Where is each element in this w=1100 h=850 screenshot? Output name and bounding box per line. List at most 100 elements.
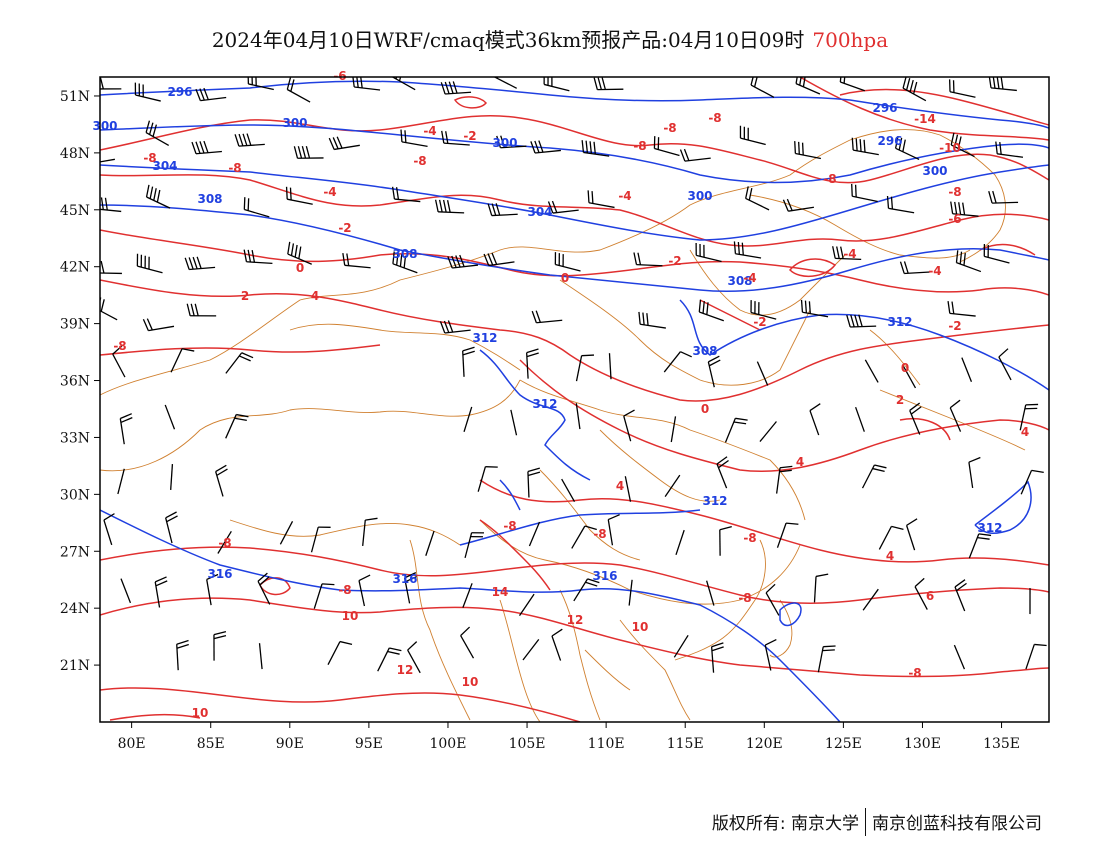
temperature-contour-label: -8 xyxy=(218,536,231,550)
wind-barb xyxy=(392,251,418,274)
temperature-contour-label: -8 xyxy=(908,666,921,680)
wind-barb xyxy=(258,643,263,670)
wind-barb xyxy=(1020,469,1044,495)
wind-barb xyxy=(463,406,473,432)
wind-barb xyxy=(170,348,195,373)
wind-barb xyxy=(750,300,777,320)
wind-barb xyxy=(392,77,416,91)
lon-tick-label: 95E xyxy=(355,736,383,752)
wind-barb xyxy=(623,409,635,442)
title-main: 2024年04月10日WRF/cmaq模式36km预报产品:04月10日09时 xyxy=(211,28,805,52)
wind-barb xyxy=(955,250,982,273)
height-contour-label: 312 xyxy=(702,494,727,508)
height-contour-label: 308 xyxy=(692,344,717,358)
lat-tick-label: 51N xyxy=(60,89,90,105)
wind-barb xyxy=(213,630,227,661)
lon-tick-label: 125E xyxy=(825,736,862,752)
wind-barb xyxy=(679,148,711,162)
temperature-contour-label: 4 xyxy=(616,479,624,493)
contour-labels: 296 300 300 300 300 296 296 304 308 304 308 308 300 3… xyxy=(92,69,1029,720)
wind-barb xyxy=(862,588,879,611)
wind-barb xyxy=(607,514,620,546)
wind-barb xyxy=(477,466,498,492)
wind-barb xyxy=(522,638,540,661)
temperature-contour-label: -6 xyxy=(948,212,961,226)
lon-tick-label: 115E xyxy=(667,736,704,752)
wind-barb xyxy=(673,634,689,658)
wind-barb xyxy=(136,253,163,274)
wind-barb xyxy=(573,578,600,602)
height-contour-label: 308 xyxy=(727,274,752,288)
wind-barb xyxy=(950,201,979,217)
wind-barb xyxy=(765,583,780,616)
temperature-contour-label: -2 xyxy=(948,319,961,333)
wind-barb xyxy=(119,413,133,445)
temperature-contour-label: -2 xyxy=(668,254,681,268)
wind-barb xyxy=(554,252,581,272)
wind-barb xyxy=(961,357,973,383)
wind-barb xyxy=(425,530,435,556)
wind-barb xyxy=(464,532,484,559)
temperature-contour-label: -8 xyxy=(338,583,351,597)
wind-barb xyxy=(327,640,353,665)
temperature-contour-label: -8 xyxy=(633,139,646,153)
height-contour-label: 300 xyxy=(282,116,307,130)
height-contour-label: 312 xyxy=(887,315,912,329)
wind-barb xyxy=(581,140,610,157)
height-contour-label: 300 xyxy=(492,136,517,150)
wind-barb xyxy=(739,125,766,146)
temperature-contour-label: -14 xyxy=(914,112,936,126)
wind-barb xyxy=(782,198,815,212)
wind-barb xyxy=(510,409,518,436)
wind-barb xyxy=(403,572,417,604)
temperature-contour-label: -6 xyxy=(333,69,346,83)
wind-barb xyxy=(707,355,721,388)
temperature-contour-label: -4 xyxy=(843,247,856,261)
wind-barb xyxy=(447,254,479,269)
wind-barb xyxy=(846,314,877,328)
lon-tick-label: 105E xyxy=(509,736,546,752)
lat-tick-label: 48N xyxy=(60,146,90,162)
wind-barb xyxy=(864,359,879,383)
wind-barb xyxy=(593,77,624,91)
wind-barb xyxy=(120,578,132,604)
wind-barb xyxy=(117,468,125,495)
height-contour-label: 308 xyxy=(197,192,222,206)
wind-barb xyxy=(257,572,271,605)
wind-barb xyxy=(528,521,541,547)
temperature-contour-label: -2 xyxy=(463,129,476,143)
lon-tick-label: 90E xyxy=(276,736,304,752)
wind-barb xyxy=(400,129,428,147)
temperature-contour-label: -8 xyxy=(743,531,756,545)
wind-barb xyxy=(1019,403,1039,431)
wind-barb xyxy=(716,456,729,489)
wind-barb xyxy=(608,353,612,380)
wind-barb xyxy=(112,345,126,378)
wind-barb xyxy=(217,530,232,554)
temperature-contour-label: -8 xyxy=(228,161,241,175)
lon-tick-label: 120E xyxy=(746,736,783,752)
temperature-contour-label: -8 xyxy=(113,339,126,353)
temperature-contour-label: 10 xyxy=(462,675,479,689)
wind-barb xyxy=(670,416,677,443)
wind-barb xyxy=(905,518,918,551)
chart-title: 2024年04月10日WRF/cmaq模式36km预报产品:04月10日09时 7… xyxy=(0,24,1100,53)
wind-barb xyxy=(813,573,829,603)
wind-barb xyxy=(543,77,570,92)
wind-barb xyxy=(953,644,966,670)
height-contour-label: 296 xyxy=(167,85,192,99)
wind-barb xyxy=(968,533,992,559)
wind-barb xyxy=(164,404,176,430)
wind-barb xyxy=(103,513,115,546)
wind-barb xyxy=(225,413,249,439)
height-contour-label: 312 xyxy=(977,521,1002,535)
height-contour-label: 316 xyxy=(207,567,232,581)
wind-barb xyxy=(362,517,378,547)
lat-tick-label: 33N xyxy=(60,430,90,446)
wind-barb xyxy=(561,478,576,502)
wind-barb xyxy=(391,186,421,203)
wind-barb xyxy=(759,421,777,443)
height-contours xyxy=(100,80,1049,722)
wind-barb xyxy=(832,246,862,261)
title-level: 700hpa xyxy=(812,28,889,52)
